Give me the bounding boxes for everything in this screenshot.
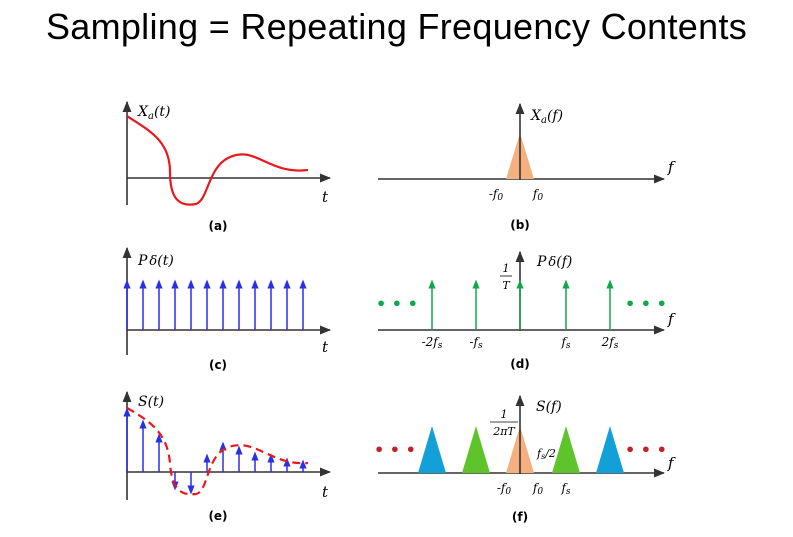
panel-b-tick-neg-f0: -f0: [489, 187, 504, 203]
page-title: Sampling = Repeating Frequency Contents: [45, 6, 748, 47]
panel-f-amp-denominator: 2πT: [492, 425, 516, 438]
panel-a-xlabel: t: [322, 188, 329, 206]
panel-f-ylabel: S(f): [536, 399, 562, 415]
panel-d-tick-2fs: 2fs: [601, 335, 619, 351]
panel-f-replica-2fs: [596, 426, 624, 473]
panel-a: Xa(t) t (a): [122, 100, 332, 233]
panel-f-replica-negfs: [462, 426, 490, 473]
panel-b-tick-pos-f0: f0: [532, 187, 543, 203]
panel-b: Xa(f) f -f0 f0 (b): [378, 102, 676, 232]
panel-f-replica-neg2fs: [418, 426, 446, 473]
panel-f-tick-pos-f0: f0: [532, 481, 543, 497]
panel-c-impulse-train: [123, 279, 307, 330]
panel-f-ellipsis-left: • • •: [374, 440, 416, 459]
panel-a-caption: (a): [208, 219, 227, 233]
panel-e-caption: (e): [208, 509, 227, 523]
panel-d-tick-neg2fs: -2fs: [422, 335, 443, 351]
panel-d-amp-denominator: T: [502, 279, 511, 292]
panel-c-caption: (c): [209, 358, 227, 372]
panel-f-tick-neg-f0: -f0: [497, 481, 512, 497]
panel-e-xlabel: t: [322, 483, 329, 501]
panel-f-tick-fs: fs: [560, 481, 570, 497]
panel-f: • • • • • • 1 2πT S(f) f fs/2 -f0 f0 fs …: [374, 394, 676, 524]
panel-e-envelope-dashed: [126, 407, 309, 496]
panel-c-xlabel: t: [322, 338, 329, 356]
panel-d-amp-numerator: 1: [503, 262, 510, 275]
panel-f-xlabel: f: [667, 454, 676, 472]
panel-b-caption: (b): [510, 218, 530, 232]
panel-d-ellipsis-left: • • •: [376, 294, 418, 313]
panel-a-ylabel: Xa(t): [137, 104, 171, 122]
panel-f-amp-numerator: 1: [501, 408, 508, 421]
panel-e-sampled-impulses: [123, 407, 307, 495]
panel-f-caption: (f): [512, 510, 528, 524]
panel-d-impulses: [428, 279, 614, 330]
panel-a-signal-curve: [126, 115, 309, 206]
panel-d-tick-negfs: -fs: [469, 335, 483, 351]
panel-b-ylabel: Xa(f): [530, 108, 563, 126]
panel-f-replica-fs: [552, 426, 580, 473]
panel-e-ylabel: S(t): [138, 394, 164, 410]
panel-d-xlabel: f: [667, 310, 676, 328]
panel-f-tick-half-fs: fs/2: [536, 447, 556, 461]
panel-d-caption: (d): [510, 357, 530, 371]
panel-d-ellipsis-right: • • •: [625, 294, 667, 313]
panel-d-tick-fs: fs: [560, 335, 570, 351]
panel-b-xlabel: f: [667, 158, 676, 176]
panel-f-ellipsis-right: • • •: [625, 440, 667, 459]
panel-e: S(t) t (e): [122, 390, 332, 523]
